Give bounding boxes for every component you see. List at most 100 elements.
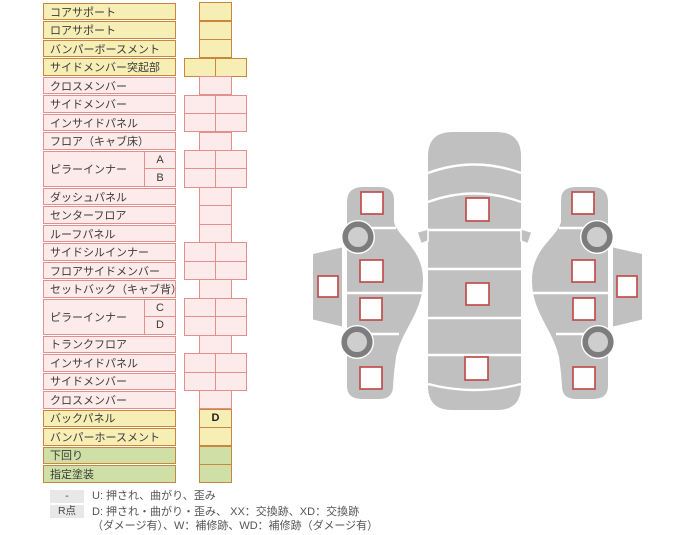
checkpoint-top-roof xyxy=(465,282,490,306)
legend: - U: 押され、曲がり、歪み R点 D: 押され・曲がり・歪み、 XX：交換跡… xyxy=(50,489,610,535)
legend-row-rpoint: R点 D: 押され・曲がり・歪み、 XX：交換跡、XD：交換跡 （ダメージ有）、… xyxy=(50,505,610,534)
check-cell xyxy=(199,131,232,151)
part-label: サイドシルインナー xyxy=(50,247,149,260)
check-cell xyxy=(184,94,247,114)
part-label: センターフロア xyxy=(50,210,127,223)
legend-badge-rpoint: R点 xyxy=(50,505,84,518)
parts-row: バックパネル D xyxy=(43,408,253,428)
part-label: フロア（キャブ床） xyxy=(50,136,149,149)
part-sub-label: D xyxy=(156,319,164,332)
parts-row: インサイドパネル xyxy=(43,353,253,373)
part-label: クロスメンバー xyxy=(50,394,127,407)
part-label: 指定塗装 xyxy=(50,468,94,481)
part-label: バンパーホースメント xyxy=(50,431,160,444)
part-label: サイドメンバー突起部 xyxy=(50,62,160,75)
parts-row: バンパーホースメント xyxy=(43,427,253,447)
part-label-cell: トランクフロア xyxy=(43,335,176,354)
check-cell xyxy=(184,113,247,133)
check-cell xyxy=(184,149,247,188)
check-cell xyxy=(199,427,232,447)
part-label: ダッシュパネル xyxy=(50,191,127,204)
parts-row: トランクフロア xyxy=(43,334,253,355)
parts-row: フロアサイドメンバー xyxy=(43,260,253,281)
part-label-cell: フロア（キャブ床） xyxy=(43,132,176,150)
check-mark: D xyxy=(211,412,220,425)
parts-row: ダッシュパネル xyxy=(43,186,253,207)
part-label-cell: クロスメンバー xyxy=(43,76,176,95)
legend-text-d-line1: D: 押され・曲がり・歪み、 XX：交換跡、XD：交換跡 xyxy=(92,505,360,518)
part-label: ロアサポート xyxy=(50,25,116,38)
parts-row: コアサポート xyxy=(43,2,253,22)
check-cell xyxy=(199,20,232,40)
part-label-cell: フロアサイドメンバー xyxy=(43,261,176,280)
check-cell xyxy=(199,223,232,244)
part-label-cell: ルーフパネル xyxy=(43,224,176,243)
parts-row: ピラーインナー A B xyxy=(43,149,253,188)
parts-row: フロア（キャブ床） xyxy=(43,131,253,151)
part-label-cell: サイドメンバー xyxy=(43,372,176,391)
check-cell: D xyxy=(199,408,232,428)
legend-row-u: - U: 押され、曲がり、歪み xyxy=(50,489,610,504)
check-cell xyxy=(199,39,232,59)
parts-row: クロスメンバー xyxy=(43,76,253,96)
check-cell xyxy=(199,205,232,225)
part-label: セットバック（キャブ背） xyxy=(50,283,182,296)
part-label-cell: 指定塗装 xyxy=(43,465,176,483)
checkpoint-left-rear-door xyxy=(359,297,383,321)
checkpoint-left-front-door xyxy=(359,259,384,283)
part-label-cell: センターフロア xyxy=(43,206,176,224)
parts-row: セットバック（キャブ背） xyxy=(43,279,253,299)
checkpoint-top-hood xyxy=(465,197,490,222)
part-label: 下回り xyxy=(50,450,83,463)
parts-row: サイドメンバー xyxy=(43,371,253,391)
part-label: フロアサイドメンバー xyxy=(50,265,160,278)
check-cell xyxy=(199,186,232,207)
check-cell xyxy=(184,57,247,77)
legend-badge-dash: - xyxy=(50,489,84,503)
check-cell xyxy=(199,390,232,410)
check-cell xyxy=(199,2,232,22)
checkpoint-left-front-fender xyxy=(360,191,384,215)
top-view xyxy=(415,132,534,410)
part-label: コアサポート xyxy=(50,6,116,19)
check-cell xyxy=(184,353,247,373)
part-sub-label: C xyxy=(145,300,175,318)
legend-text-d-line2: （ダメージ有）、W：補修跡、WD：補修跡（ダメージ有） xyxy=(92,520,379,532)
check-cell xyxy=(199,279,232,299)
checkpoint-left-roof xyxy=(317,275,339,298)
part-label-cell: クロスメンバー xyxy=(43,391,176,409)
part-label-cell: サイドメンバー突起部 xyxy=(43,58,176,76)
part-label: サイドメンバー xyxy=(50,99,127,112)
parts-row: ロアサポート xyxy=(43,20,253,40)
part-label: インサイドパネル xyxy=(50,357,138,370)
parts-row: クロスメンバー xyxy=(43,390,253,410)
parts-row: サイドシルインナー xyxy=(43,242,253,262)
part-label-cell: サイドシルインナー xyxy=(43,243,176,261)
parts-row: インサイドパネル xyxy=(43,113,253,133)
part-label: クロスメンバー xyxy=(50,80,127,93)
check-cell xyxy=(184,242,247,262)
part-sub-label: A xyxy=(145,152,175,170)
part-label: サイドメンバー xyxy=(50,376,127,389)
part-label-cell: ダッシュパネル xyxy=(43,187,176,206)
part-sub-label: B xyxy=(156,171,164,184)
check-cell xyxy=(184,297,247,336)
part-label-cell: バンパーボースメント xyxy=(43,39,176,58)
part-label-cell: インサイドパネル xyxy=(43,354,176,372)
parts-row: サイドメンバー xyxy=(43,94,253,114)
check-cell xyxy=(199,445,232,465)
checkpoint-right-front-fender xyxy=(571,191,595,215)
part-label-cell: ピラーインナー C D xyxy=(43,298,176,335)
part-label-cell: コアサポート xyxy=(43,3,176,21)
parts-table: コアサポート ロアサポート バンパーボースメント サイドメンバー突起部 クロスメンバーサ… xyxy=(43,2,253,484)
part-label: ピラーインナー xyxy=(50,311,127,324)
parts-row: サイドメンバー突起部 xyxy=(43,57,253,77)
checkpoint-right-rear-door xyxy=(572,297,596,321)
part-label: バックパネル xyxy=(50,413,116,426)
parts-row: センターフロア xyxy=(43,205,253,225)
part-label-cell: サイドメンバー xyxy=(43,95,176,113)
check-cell xyxy=(184,371,247,391)
parts-row: 指定塗装 xyxy=(43,464,253,484)
part-label-cell: バンパーホースメント xyxy=(43,428,176,446)
